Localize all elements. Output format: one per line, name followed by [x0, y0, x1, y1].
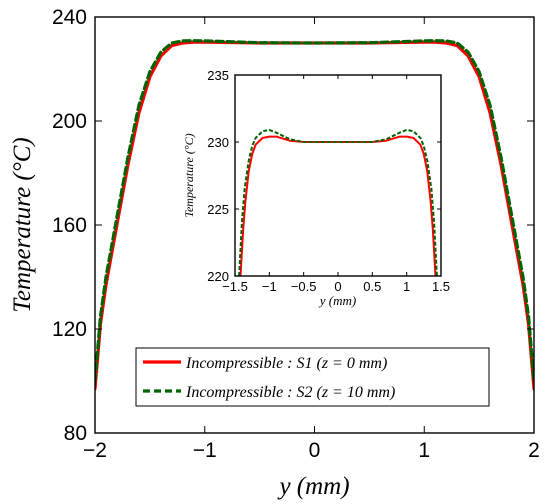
main-y-tick-label: 80: [64, 422, 87, 445]
inset-x-tick-label: 0: [334, 279, 341, 294]
inset-y-tick-label: 235: [207, 68, 229, 83]
inset-series-line-1: [239, 135, 437, 276]
inset-series-group: [238, 128, 438, 276]
main-y-tick-label: 240: [52, 6, 87, 29]
inset-y-axis-label: Temperature (°C): [182, 133, 196, 217]
inset-x-axis-label: y (mm): [318, 293, 356, 308]
main-y-tick-label: 200: [52, 110, 87, 133]
main-y-tick-label: 160: [52, 214, 87, 237]
main-ticks-group: −2 −1 0 1 2 80 120 160 200 240: [52, 6, 540, 462]
inset-x-tick-label: −0.5: [291, 279, 317, 294]
main-x-tick-label: 2: [528, 439, 540, 462]
main-y-tick-label: 120: [52, 318, 87, 341]
main-x-tick-label: 0: [309, 439, 321, 462]
inset-y-tick-label: 220: [207, 269, 229, 284]
main-x-tick-label: −1: [193, 439, 217, 462]
inset-x-tick-label: 1.5: [432, 279, 450, 294]
inset-y-tick-label: 230: [207, 135, 229, 150]
inset-plot: −1.5 −1 −0.5 0 0.5 1 1.5 220 225 230 235 y (mm) Te…: [175, 65, 451, 316]
inset-ticks-group: −1.5 −1 −0.5 0 0.5 1 1.5 220 225 230 235: [207, 68, 450, 294]
main-x-tick-label: −2: [83, 439, 107, 462]
main-y-axis-label: Temperature (°C): [9, 137, 36, 313]
main-series-group: [95, 39, 534, 391]
legend-label-s2: Incompressible : S2 (z = 10 mm): [185, 384, 395, 401]
inset-background: [175, 65, 451, 316]
main-series-line-2: [95, 39, 534, 383]
legend-label-s1: Incompressible : S1 (z = 0 mm): [185, 355, 387, 372]
legend-box: [135, 347, 490, 407]
inset-x-tick-label: 1: [403, 279, 410, 294]
main-x-tick-label: 1: [418, 439, 430, 462]
inset-x-tick-label: −1: [262, 279, 277, 294]
main-plot: −2 −1 0 1 2 80 120 160 200 240 y (mm) Temperature…: [9, 6, 540, 500]
inset-y-tick-label: 225: [207, 202, 229, 217]
main-x-axis-label: y (mm): [276, 473, 349, 500]
legend: Incompressible : S1 (z = 0 mm) Incompres…: [135, 347, 490, 407]
inset-x-tick-label: 0.5: [363, 279, 381, 294]
inset-x-tick-label: −1.5: [222, 279, 248, 294]
